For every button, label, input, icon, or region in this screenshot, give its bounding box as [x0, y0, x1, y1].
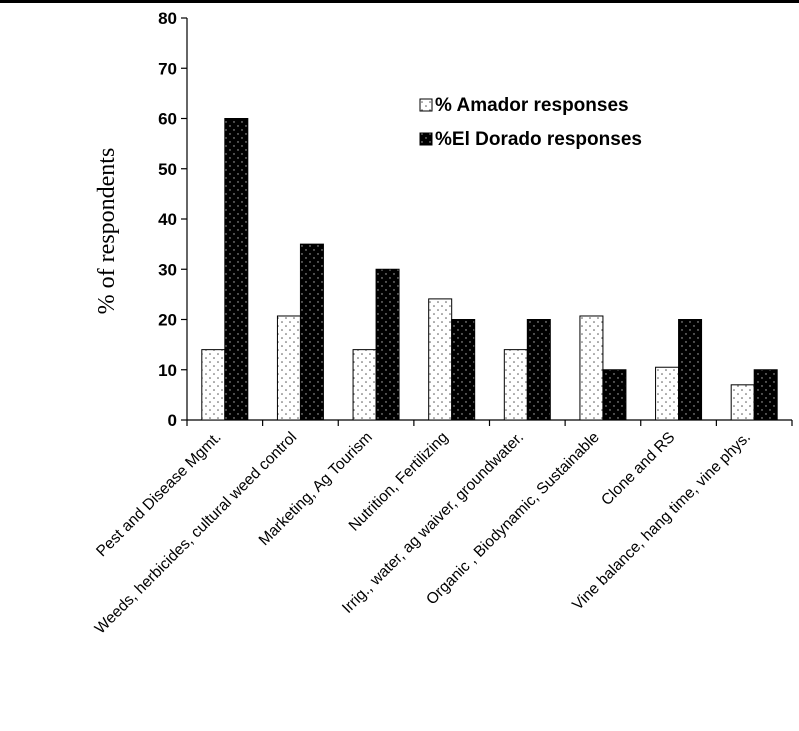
bar-el-dorado [678, 319, 703, 421]
bar-el-dorado [375, 268, 400, 421]
y-axis-title: % of respondents [94, 148, 120, 315]
bar-amador [201, 349, 226, 421]
bar-el-dorado [526, 319, 551, 421]
y-tick-label: 40 [158, 210, 177, 229]
y-tick-label: 30 [158, 260, 177, 279]
bar-el-dorado [451, 319, 476, 421]
legend-swatch [419, 132, 433, 146]
bar-el-dorado [224, 118, 249, 421]
bar-el-dorado [602, 369, 627, 421]
chart-labels: Pest and Disease Mgmt.Weeds, herbicides,… [92, 429, 754, 638]
bar-amador [503, 349, 528, 421]
chart-bars [201, 118, 778, 421]
legend-swatch [419, 98, 433, 112]
x-category-label: Clone and RS [598, 429, 678, 509]
bar-amador [579, 315, 604, 421]
y-tick-label: 0 [168, 411, 177, 430]
y-tick-label: 80 [158, 9, 177, 28]
chart-legend: % Amador responses %El Dorado responses [419, 95, 642, 150]
bar-amador [730, 384, 755, 421]
y-tick-label: 60 [158, 110, 177, 129]
bar-amador [352, 349, 377, 421]
top-rule [0, 0, 799, 3]
x-category-label: Pest and Disease Mgmt. [93, 429, 224, 560]
y-tick-label: 50 [158, 160, 177, 179]
y-tick-label: 10 [158, 361, 177, 380]
bar-el-dorado [299, 243, 324, 421]
x-category-label: Organic , Biodynamic, Sustainable [423, 429, 603, 609]
legend-label: %El Dorado responses [435, 129, 642, 150]
bar-el-dorado [753, 369, 778, 421]
chart-axes: 0 10 20 30 40 50 60 70 80 % of respondents [94, 9, 793, 430]
y-tick-label: 20 [158, 311, 177, 330]
bar-amador [428, 298, 453, 421]
y-tick-label: 70 [158, 59, 177, 78]
bar-amador [276, 315, 301, 421]
legend-label: % Amador responses [435, 95, 629, 116]
bar-amador [655, 366, 680, 421]
